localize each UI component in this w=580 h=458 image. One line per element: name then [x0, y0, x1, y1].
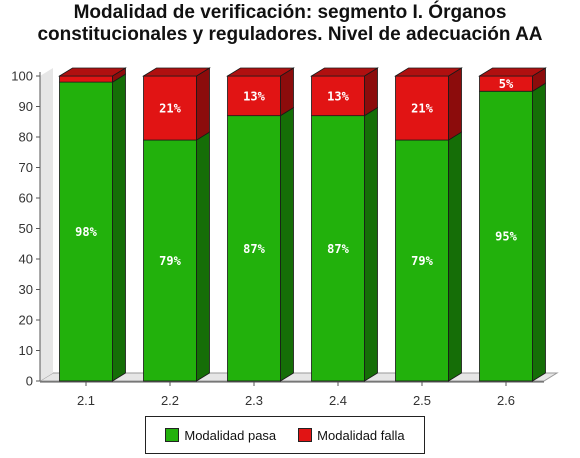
bar-top-2.4 — [310, 67, 379, 77]
y-tick-label: 10 — [19, 343, 33, 358]
bar-top-2.2 — [142, 67, 211, 77]
legend-item-falla: Modalidad falla — [298, 427, 405, 443]
bar-side-pasa-2.2 — [196, 131, 210, 382]
data-label-pasa-2.3: 87% — [243, 242, 265, 256]
y-tick-label: 20 — [19, 313, 33, 328]
bar-falla-2.4 — [311, 75, 365, 117]
bar-side-pasa-2.4 — [364, 106, 378, 382]
data-label-pasa-2.6: 95% — [495, 230, 517, 244]
bar-pasa-2.6 — [479, 90, 533, 382]
y-tick-label: 100 — [11, 69, 33, 84]
data-label-falla-2.2: 21% — [159, 102, 181, 116]
bar-pasa-2.4 — [311, 115, 365, 382]
y-tick-label: 50 — [19, 221, 33, 236]
x-tick-label: 2.1 — [77, 393, 95, 408]
bar-pasa-2.5 — [395, 139, 449, 382]
x-tick-label: 2.6 — [497, 393, 515, 408]
bar-side-falla-2.2 — [196, 67, 210, 141]
bar-top-2.5 — [394, 67, 463, 77]
bar-falla-2.5 — [395, 75, 449, 141]
data-label-pasa-2.1: 98% — [75, 225, 97, 239]
bar-side-pasa-2.1 — [112, 73, 126, 382]
y-tick-label: 60 — [19, 191, 33, 206]
chart-title: Modalidad de verificación: segmento I. Ó… — [0, 2, 580, 46]
y-tick-label: 70 — [19, 160, 33, 175]
x-tick-label: 2.4 — [329, 393, 347, 408]
y-tick-label: 0 — [26, 374, 33, 389]
x-tick-label: 2.2 — [161, 393, 179, 408]
legend-label-pasa: Modalidad pasa — [184, 427, 277, 443]
bar-pasa-2.2 — [143, 139, 197, 382]
y-tick-label: 40 — [19, 252, 33, 267]
bar-falla-2.2 — [143, 75, 197, 141]
data-label-falla-2.6: 5% — [499, 77, 514, 91]
data-label-pasa-2.4: 87% — [327, 242, 349, 256]
bar-falla-2.1 — [59, 75, 113, 83]
x-tick-label: 2.3 — [245, 393, 263, 408]
legend-label-falla: Modalidad falla — [317, 427, 405, 443]
bar-side-falla-2.5 — [448, 67, 462, 141]
x-tick-label: 2.5 — [413, 393, 431, 408]
chart-side-wall — [40, 68, 53, 381]
legend: Modalidad pasa Modalidad falla — [145, 416, 425, 454]
bar-side-pasa-2.5 — [448, 131, 462, 382]
bar-top-2.6 — [478, 67, 547, 77]
bar-falla-2.3 — [227, 75, 281, 117]
chart-title-line-2: constitucionales y reguladores. Nivel de… — [37, 24, 543, 45]
chart-title-line-1: Modalidad de verificación: segmento I. Ó… — [73, 2, 507, 23]
bar-side-pasa-2.6 — [532, 82, 546, 382]
bar-pasa-2.1 — [59, 81, 113, 382]
data-label-falla-2.3: 13% — [243, 89, 265, 103]
legend-item-pasa: Modalidad pasa — [165, 428, 276, 443]
data-label-falla-2.4: 13% — [327, 89, 349, 103]
y-tick-label: 80 — [19, 130, 33, 145]
bar-top-2.1 — [58, 67, 127, 77]
y-tick-label: 30 — [19, 282, 33, 297]
legend-swatch-pasa — [165, 428, 180, 442]
bars — [58, 67, 547, 382]
y-tick-label: 90 — [19, 99, 33, 114]
data-label-falla-2.5: 21% — [411, 102, 433, 116]
bar-side-pasa-2.3 — [280, 106, 294, 382]
data-labels: 98% 79% 21% 87% 13% 87% 13% 79% 21% 95% 5% — [75, 77, 517, 268]
legend-swatch-falla — [298, 428, 313, 442]
bar-top-2.3 — [226, 67, 295, 77]
data-label-pasa-2.5: 79% — [411, 254, 433, 268]
data-label-pasa-2.2: 79% — [159, 254, 181, 268]
